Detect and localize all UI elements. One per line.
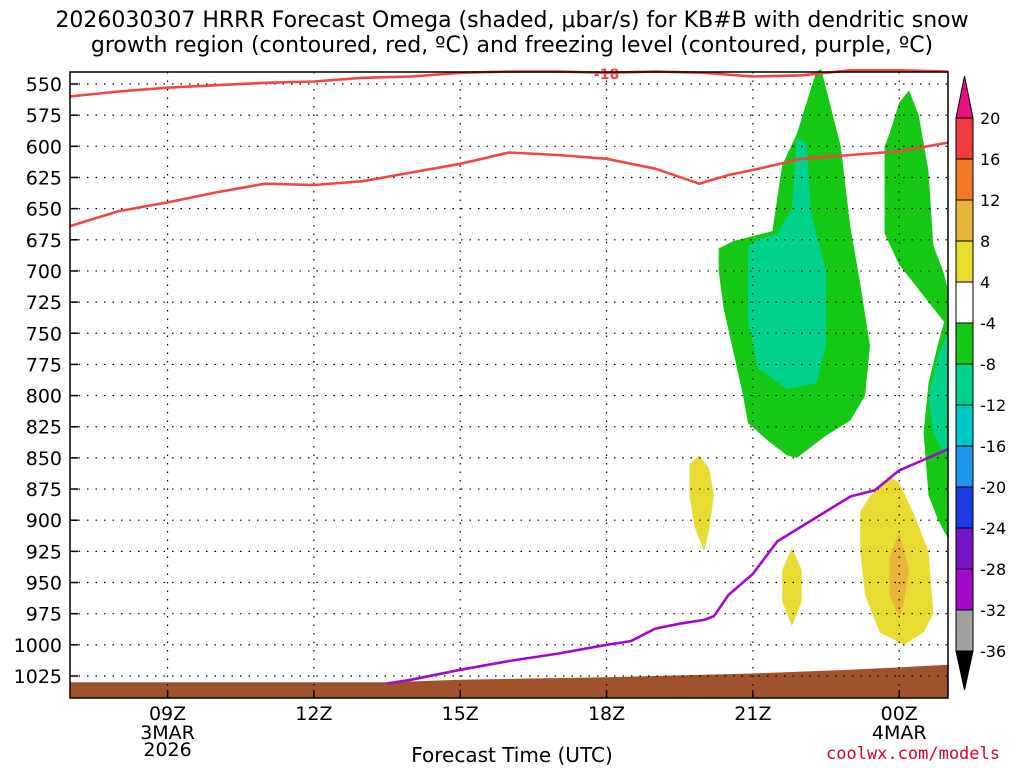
y-tick-label: 850 [26,448,62,470]
colorbar-segment [955,486,974,529]
colorbar-segment [955,568,974,611]
colorbar-segment [955,117,974,160]
plot-frame [69,71,949,699]
ground-terrain [70,664,948,698]
colorbar-tick-label: 20 [980,109,1000,128]
colorbar-tick-label: -12 [980,396,1006,415]
y-tick-label: 575 [26,105,62,127]
y-tick-label: 550 [26,74,62,96]
colorbar-segment [955,158,974,201]
colorbar-segment [955,609,974,652]
colorbar-tick-label: 4 [980,273,990,292]
colorbar-tick-label: 8 [980,232,990,251]
colorbar-segment [955,404,974,447]
y-tick-label: 700 [26,261,62,283]
y-tick-label: 800 [26,386,62,408]
y-tick-label: 1000 [14,635,62,657]
omega-region [889,532,909,618]
y-tick-label: 750 [26,323,62,345]
x-tick-label: 21Z [734,703,771,725]
colorbar-cap-top [955,75,974,119]
x-tick-label: 12Z [295,703,332,725]
colorbar-segment [955,240,974,283]
x-tick-date: 2026 [143,739,191,761]
y-tick-label: 650 [26,199,62,221]
colorbar-segment [955,445,974,488]
colorbar-tick-label: -32 [980,601,1006,620]
x-tick-label: 18Z [588,703,625,725]
colorbar-segment [955,363,974,406]
contour-label: -18 [594,67,619,83]
omega-region [748,137,827,390]
x-tick-date: 3MAR [140,722,195,744]
y-tick-label: 600 [26,136,62,158]
colorbar-tick-label: -4 [980,314,996,333]
colorbar-segment [955,527,974,570]
colorbar-tick-label: -24 [980,519,1006,538]
colorbar-tick-label: -20 [980,478,1006,497]
omega-region [884,90,948,327]
omega-region [928,330,948,456]
omega-region [782,547,802,627]
colorbar-tick-label: -36 [980,642,1006,661]
y-tick-label: 875 [26,479,62,501]
watermark: coolwx.com/models [826,744,1000,764]
colorbar-cap-bottom [955,650,974,691]
y-tick-label: 975 [26,604,62,626]
y-tick-label: 775 [26,354,62,376]
colorbar-segment [955,281,974,324]
y-tick-label: 950 [26,573,62,595]
omega-region [689,455,714,552]
dendritic-contour-line [69,141,949,228]
colorbar-segment [955,322,974,365]
x-axis-label: Forecast Time (UTC) [411,743,613,767]
chart-title: 2026030307 HRRR Forecast Omega (shaded, … [55,8,969,58]
colorbar-tick-label: -8 [980,355,996,374]
colorbar-segment [955,199,974,242]
y-tick-label: 725 [26,292,62,314]
y-tick-label: 825 [26,417,62,439]
y-tick-label: 625 [26,167,62,189]
y-tick-label: 900 [26,510,62,532]
colorbar-tick-label: -28 [980,560,1006,579]
y-tick-label: 925 [26,541,62,563]
x-tick-label: 09Z [149,703,186,725]
y-tick-label: 1025 [14,666,62,688]
colorbar-tick-label: 16 [980,150,1000,169]
y-tick-label: 675 [26,230,62,252]
x-tick-label: 15Z [442,703,479,725]
freezing-level-line [386,448,949,685]
colorbar-tick-label: -16 [980,437,1006,456]
x-tick-label: 00Z [881,703,918,725]
x-tick-date: 4MAR [872,722,927,744]
colorbar-tick-label: 12 [980,191,1000,210]
